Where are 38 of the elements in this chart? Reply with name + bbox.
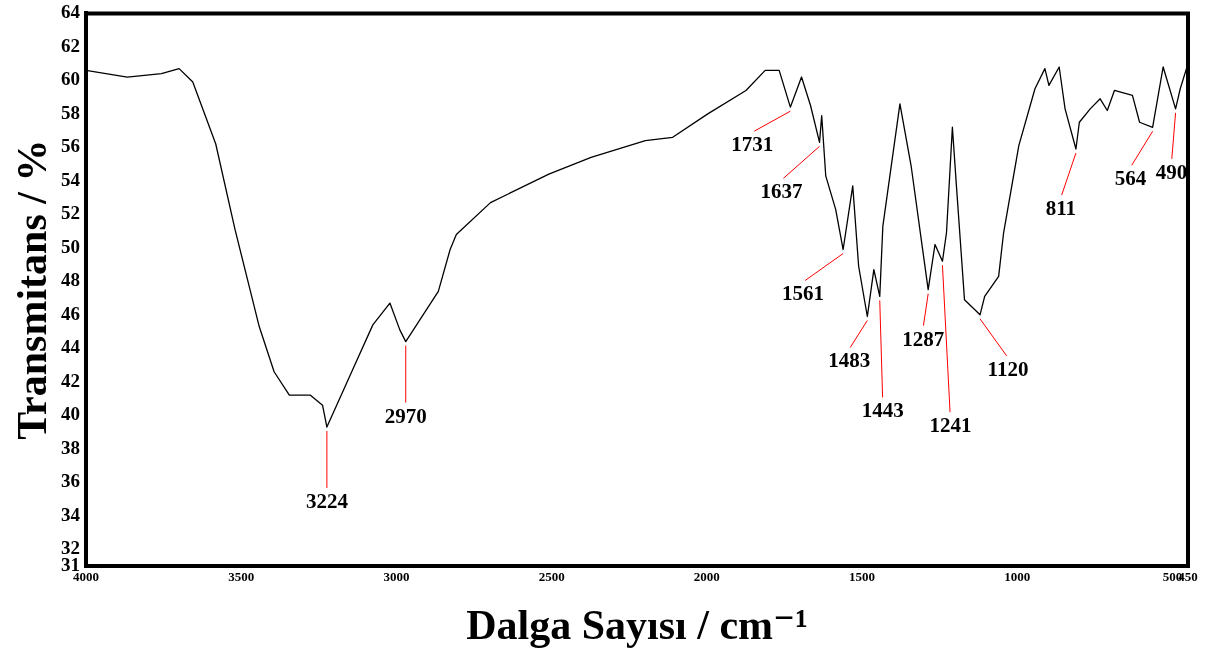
annotation: 1443 bbox=[861, 398, 904, 423]
annotation: 1287 bbox=[902, 326, 945, 351]
y-tick-label: 36 bbox=[61, 470, 80, 492]
y-tick-label: 40 bbox=[61, 403, 80, 425]
x-tick-label: 1000 bbox=[1004, 569, 1031, 585]
annotation: 811 bbox=[1045, 195, 1077, 220]
x-axis-title: Dalga Sayısı / cm⁻¹ bbox=[466, 601, 808, 648]
annotation: 490 bbox=[1155, 159, 1188, 184]
y-tick-label: 38 bbox=[61, 436, 80, 458]
y-tick-label: 46 bbox=[61, 302, 80, 324]
annotation: 1731 bbox=[731, 132, 774, 157]
y-tick-label: 58 bbox=[61, 101, 80, 123]
y-tick-label: 50 bbox=[61, 235, 80, 257]
y-tick-label: 32 bbox=[61, 537, 80, 559]
x-tick-label: 3000 bbox=[383, 569, 410, 585]
y-tick-label: 60 bbox=[61, 68, 80, 90]
annotation: 1637 bbox=[760, 179, 803, 204]
annotation: 1483 bbox=[828, 348, 871, 373]
y-tick-label: 62 bbox=[61, 34, 80, 56]
y-tick-label: 54 bbox=[61, 168, 81, 190]
x-tick-label: 1500 bbox=[849, 569, 876, 585]
y-tick-label: 48 bbox=[61, 269, 80, 291]
annotation: 2970 bbox=[384, 403, 427, 428]
y-tick-label: 52 bbox=[61, 202, 80, 224]
annotation: 1120 bbox=[987, 356, 1029, 381]
y-tick-label: 44 bbox=[61, 336, 81, 358]
x-tick-label: 2500 bbox=[538, 569, 565, 585]
x-tick-label: 2000 bbox=[693, 569, 720, 585]
y-tick-label: 56 bbox=[61, 135, 80, 157]
y-tick-label: 34 bbox=[61, 503, 81, 525]
annotation: 1561 bbox=[782, 281, 825, 306]
y-tick-label: 64 bbox=[61, 1, 81, 23]
y-axis-title: Transmitans / % bbox=[9, 139, 56, 440]
y-tick-label: 42 bbox=[61, 369, 80, 391]
x-tick-label: 3500 bbox=[228, 569, 255, 585]
annotation: 1241 bbox=[929, 413, 972, 438]
annotation: 3224 bbox=[305, 488, 349, 513]
annotation: 564 bbox=[1114, 166, 1147, 191]
